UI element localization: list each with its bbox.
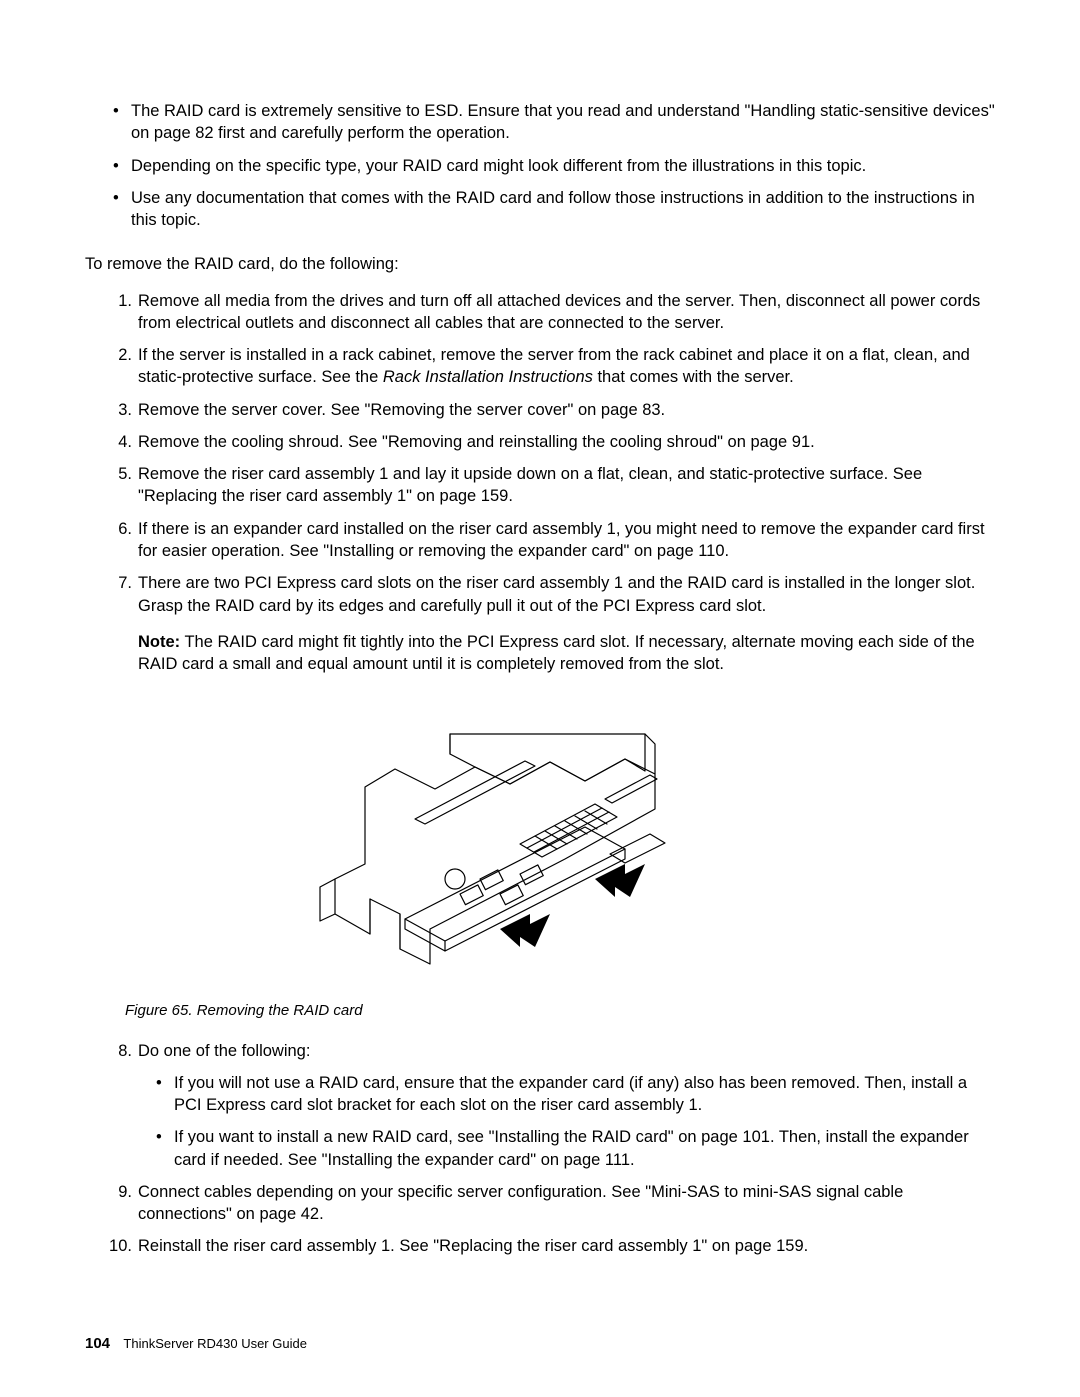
step-2: If the server is installed in a rack cab… [110,344,995,389]
figure-block: Figure 65. Removing the RAID card [125,699,995,1021]
page-footer: 104 ThinkServer RD430 User Guide [85,1335,307,1352]
step-4: Remove the cooling shroud. See "Removing… [110,431,995,453]
page-content: The RAID card is extremely sensitive to … [85,100,995,1258]
step-3: Remove the server cover. See "Removing t… [110,399,995,421]
step-7-text: There are two PCI Express card slots on … [138,574,975,614]
step-7: There are two PCI Express card slots on … [110,572,995,675]
top-bullets: The RAID card is extremely sensitive to … [113,100,995,231]
intro-text: To remove the RAID card, do the followin… [85,253,995,275]
footer-title: ThinkServer RD430 User Guide [123,1336,307,1351]
figure-caption: Figure 65. Removing the RAID card [125,1001,995,1021]
note-label: Note: [138,633,180,651]
bullet-item: Depending on the specific type, your RAI… [113,155,995,177]
step-6: If there is an expander card installed o… [110,518,995,563]
step-1: Remove all media from the drives and tur… [110,290,995,335]
step-2-italic: Rack Installation Instructions [383,368,593,386]
steps-list: Remove all media from the drives and tur… [110,290,995,676]
figure-image [275,699,695,989]
bullet-item: The RAID card is extremely sensitive to … [113,100,995,145]
sub-bullet-1: If you will not use a RAID card, ensure … [156,1072,995,1117]
step-7-note: Note: The RAID card might fit tightly in… [138,631,995,676]
note-text: The RAID card might fit tightly into the… [138,633,975,673]
step-8: Do one of the following: If you will not… [110,1040,995,1171]
steps-list-continued: Do one of the following: If you will not… [110,1040,995,1258]
step-8-subbullets: If you will not use a RAID card, ensure … [156,1072,995,1171]
step-5: Remove the riser card assembly 1 and lay… [110,463,995,508]
step-2-b: that comes with the server. [593,368,794,386]
page-number: 104 [85,1335,110,1352]
sub-bullet-2: If you want to install a new RAID card, … [156,1126,995,1171]
step-8-text: Do one of the following: [138,1042,310,1060]
bullet-item: Use any documentation that comes with th… [113,187,995,232]
step-9: Connect cables depending on your specifi… [110,1181,995,1226]
step-10: Reinstall the riser card assembly 1. See… [110,1235,995,1257]
